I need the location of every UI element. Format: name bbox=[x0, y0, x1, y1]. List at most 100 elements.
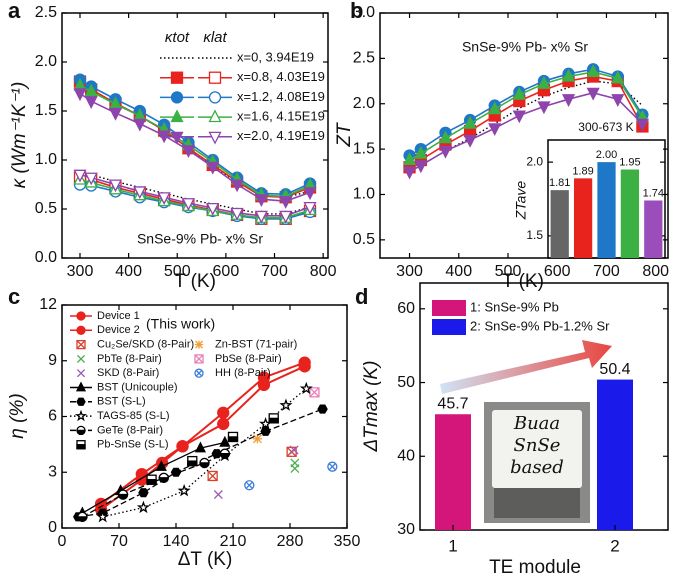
y-tick-label: 1.0 bbox=[353, 186, 375, 203]
marker bbox=[194, 441, 206, 453]
y-tick-label: 2.0 bbox=[526, 154, 543, 168]
marker bbox=[611, 94, 625, 107]
marker bbox=[158, 472, 169, 483]
marker bbox=[327, 461, 338, 472]
marker bbox=[76, 440, 86, 450]
legend-label: x=1.6, 4.15E19 bbox=[237, 109, 325, 124]
marker-part bbox=[84, 83, 98, 97]
y-tick-label: 0 bbox=[48, 519, 57, 536]
marker bbox=[74, 409, 88, 422]
marker-part bbox=[76, 325, 86, 335]
legend-label: x=0, 3.94E19 bbox=[237, 49, 314, 64]
marker bbox=[133, 186, 147, 200]
photo-text: based bbox=[510, 457, 564, 478]
marker-part bbox=[245, 481, 253, 489]
y-axis-label: η (%) bbox=[7, 393, 28, 438]
marker bbox=[187, 455, 198, 467]
marker bbox=[108, 107, 123, 121]
marker-part bbox=[76, 369, 86, 378]
y-tick-label: 9 bbox=[48, 352, 57, 369]
y-axis-label: ΔTmax (K) bbox=[361, 361, 382, 453]
marker-part bbox=[176, 440, 189, 453]
marker bbox=[488, 101, 502, 115]
marker bbox=[414, 145, 428, 159]
marker-part bbox=[170, 91, 184, 104]
marker bbox=[84, 96, 98, 109]
marker bbox=[76, 369, 86, 378]
marker bbox=[290, 464, 300, 474]
marker bbox=[194, 354, 204, 364]
marker bbox=[155, 460, 167, 471]
marker bbox=[170, 91, 184, 104]
marker bbox=[254, 210, 268, 224]
marker bbox=[488, 123, 502, 136]
marker-part bbox=[194, 441, 206, 453]
legend-label: HH (8-Pair) bbox=[215, 367, 271, 379]
marker bbox=[561, 94, 576, 107]
marker-part bbox=[117, 493, 129, 500]
marker bbox=[77, 511, 88, 522]
x-tick-label: 700 bbox=[261, 263, 288, 280]
marker bbox=[279, 210, 293, 224]
marker-part bbox=[73, 88, 87, 102]
y-tick-label: 0.0 bbox=[35, 249, 57, 266]
y-tick-label: 0.5 bbox=[353, 231, 375, 248]
photo-device bbox=[492, 410, 582, 488]
x-tick-label: 400 bbox=[115, 263, 142, 280]
x-tick-label: 210 bbox=[220, 533, 247, 550]
y-tick-label: 2.5 bbox=[353, 50, 375, 67]
x-axis-label: T (K) bbox=[174, 271, 216, 292]
marker bbox=[298, 360, 311, 373]
marker bbox=[303, 201, 317, 215]
annotation: SnSe-9% Pb- x% Sr bbox=[462, 39, 588, 55]
legend-label: PbTe (8-Pair) bbox=[97, 353, 162, 365]
marker bbox=[219, 448, 231, 459]
marker-part bbox=[328, 463, 336, 471]
marker bbox=[537, 101, 551, 115]
marker bbox=[199, 457, 210, 469]
marker-part bbox=[181, 145, 195, 158]
x-tick-label: 600 bbox=[213, 263, 240, 280]
marker-part bbox=[187, 460, 198, 467]
marker bbox=[76, 339, 86, 350]
bar bbox=[644, 200, 663, 258]
marker bbox=[157, 192, 171, 205]
marker-part bbox=[108, 179, 123, 193]
marker bbox=[252, 434, 262, 444]
marker bbox=[208, 71, 222, 84]
y-tick-label: 2.5 bbox=[35, 4, 57, 21]
y-axis-label: ZTave bbox=[513, 181, 529, 221]
bar bbox=[550, 190, 569, 258]
x-tick-label: 0 bbox=[58, 533, 67, 550]
marker bbox=[279, 196, 293, 209]
marker-part bbox=[289, 445, 299, 455]
marker-part bbox=[136, 500, 150, 514]
photo-text: Buaa bbox=[513, 413, 560, 434]
marker bbox=[194, 340, 204, 349]
marker bbox=[268, 413, 279, 424]
x-tick-label: 2 bbox=[610, 536, 619, 555]
marker bbox=[181, 198, 195, 211]
x-tick-label: 1 bbox=[448, 536, 457, 555]
marker-part bbox=[76, 444, 86, 450]
marker bbox=[207, 470, 218, 482]
marker-part bbox=[170, 109, 184, 123]
marker-part bbox=[181, 198, 195, 211]
marker bbox=[289, 445, 299, 455]
marker bbox=[463, 115, 477, 129]
trend-arrow bbox=[440, 340, 612, 394]
marker bbox=[217, 417, 230, 431]
marker-part bbox=[463, 134, 477, 148]
marker-part bbox=[414, 145, 428, 159]
series-line bbox=[100, 361, 306, 505]
marker-part bbox=[146, 479, 157, 485]
panel-letter: c bbox=[8, 284, 20, 309]
x-tick-label: 800 bbox=[642, 263, 669, 280]
value-label: 1.81 bbox=[549, 177, 570, 189]
marker bbox=[96, 509, 110, 523]
marker-part bbox=[303, 187, 317, 201]
marker bbox=[244, 480, 255, 491]
marker-part bbox=[211, 449, 222, 459]
marker bbox=[217, 406, 230, 419]
marker-part bbox=[213, 490, 223, 500]
